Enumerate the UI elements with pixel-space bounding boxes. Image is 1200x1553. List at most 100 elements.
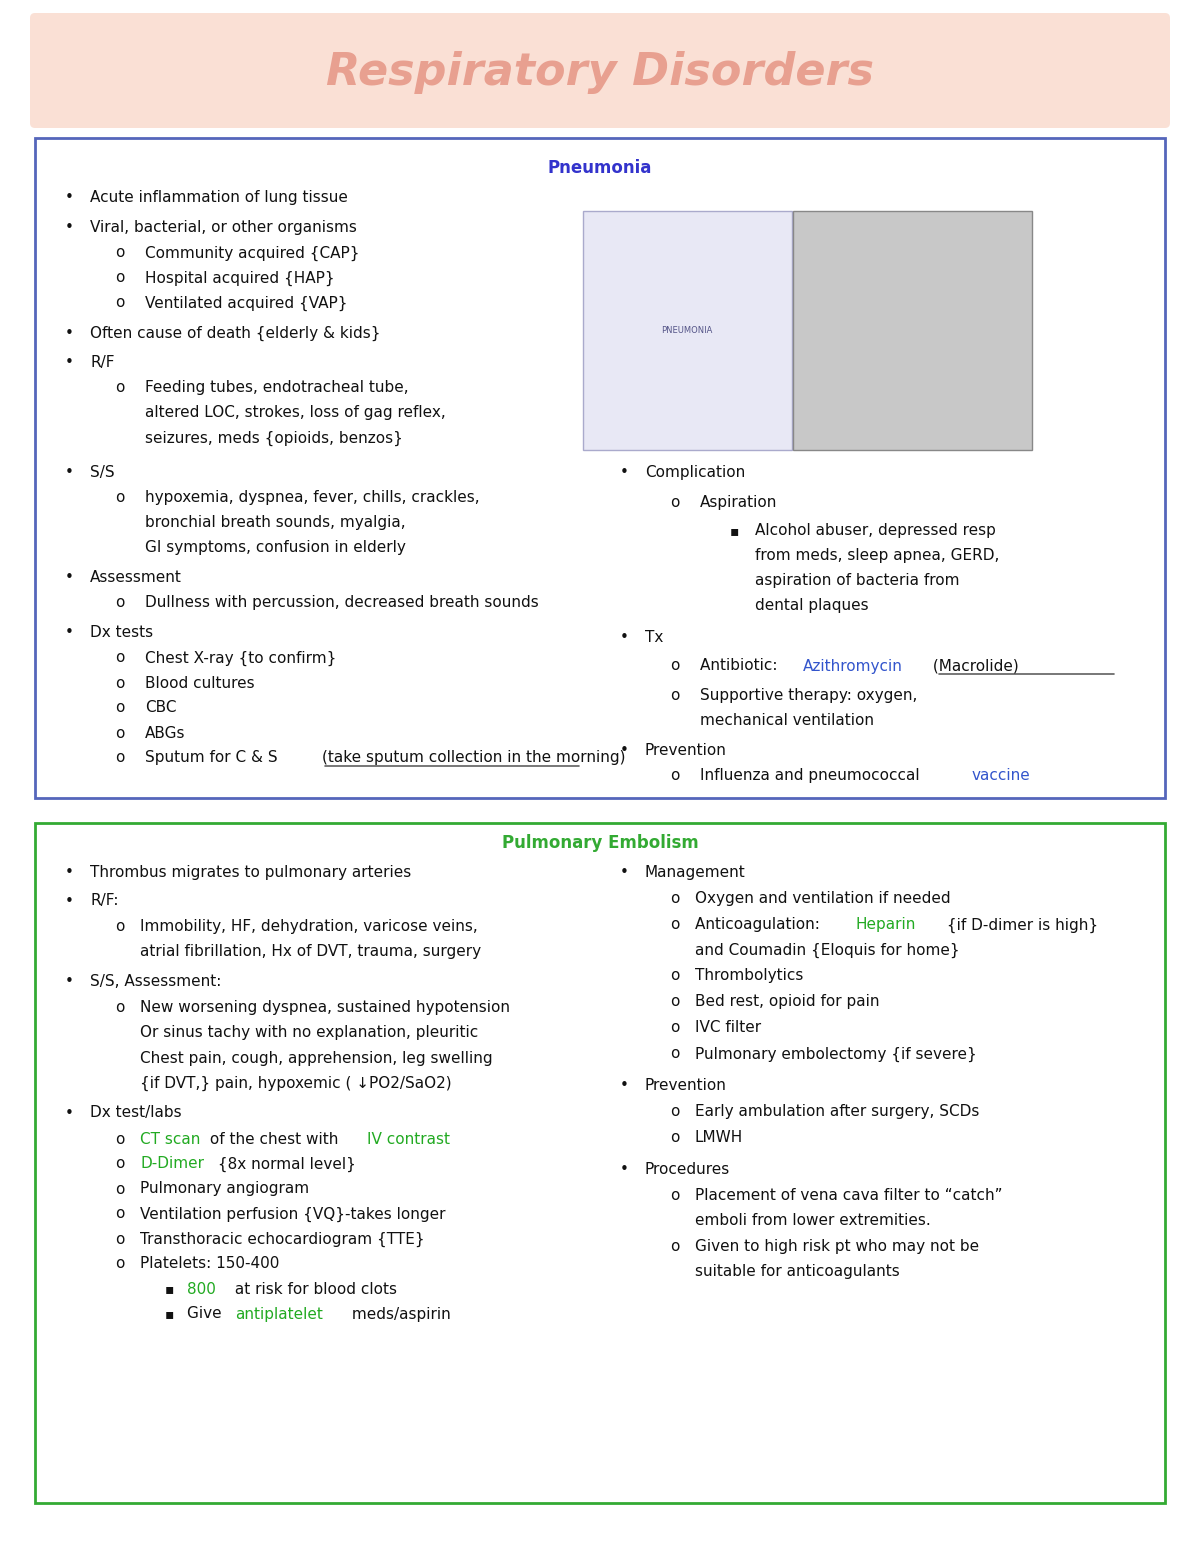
Text: •: •	[65, 466, 74, 480]
Text: Sputum for C & S: Sputum for C & S	[145, 750, 282, 766]
Text: ABGs: ABGs	[145, 725, 186, 741]
Text: Blood cultures: Blood cultures	[145, 676, 254, 691]
FancyBboxPatch shape	[30, 12, 1170, 127]
Text: ▪: ▪	[166, 1308, 174, 1322]
Text: o: o	[115, 1256, 125, 1272]
Text: o: o	[670, 918, 679, 932]
Text: {if DVT,} pain, hypoxemic ( ↓PO2/SaO2): {if DVT,} pain, hypoxemic ( ↓PO2/SaO2)	[140, 1075, 451, 1090]
Text: o: o	[670, 1188, 679, 1204]
Text: Respiratory Disorders: Respiratory Disorders	[326, 51, 874, 95]
Text: Ventilation perfusion {VQ}-takes longer: Ventilation perfusion {VQ}-takes longer	[140, 1207, 445, 1222]
Text: antiplatelet: antiplatelet	[235, 1306, 323, 1322]
Text: and Coumadin {Eloquis for home}: and Coumadin {Eloquis for home}	[695, 943, 960, 958]
Text: Bed rest, opioid for pain: Bed rest, opioid for pain	[695, 994, 880, 1009]
Text: ▪: ▪	[730, 523, 739, 537]
Text: Antibiotic:: Antibiotic:	[700, 658, 782, 674]
Text: •: •	[620, 466, 629, 480]
FancyBboxPatch shape	[793, 211, 1032, 450]
Text: S/S, Assessment:: S/S, Assessment:	[90, 974, 221, 989]
Text: atrial fibrillation, Hx of DVT, trauma, surgery: atrial fibrillation, Hx of DVT, trauma, …	[140, 944, 481, 960]
Text: o: o	[670, 495, 679, 511]
Text: Supportive therapy: oxygen,: Supportive therapy: oxygen,	[700, 688, 917, 704]
Text: Dx test/labs: Dx test/labs	[90, 1106, 181, 1121]
Text: Acute inflammation of lung tissue: Acute inflammation of lung tissue	[90, 191, 348, 205]
Text: emboli from lower extremities.: emboli from lower extremities.	[695, 1213, 931, 1228]
Text: CT scan: CT scan	[140, 1132, 200, 1146]
Text: •: •	[65, 974, 74, 989]
Text: o: o	[670, 1047, 679, 1062]
Text: •: •	[65, 221, 74, 236]
Text: •: •	[620, 865, 629, 881]
Text: mechanical ventilation: mechanical ventilation	[700, 713, 874, 728]
Text: (take sputum collection in the morning): (take sputum collection in the morning)	[322, 750, 625, 766]
FancyBboxPatch shape	[583, 211, 792, 450]
Text: Often cause of death {elderly & kids}: Often cause of death {elderly & kids}	[90, 326, 380, 340]
Text: o: o	[115, 1182, 125, 1196]
Text: R/F: R/F	[90, 356, 114, 371]
FancyBboxPatch shape	[35, 138, 1165, 798]
Text: aspiration of bacteria from: aspiration of bacteria from	[755, 573, 960, 589]
Text: o: o	[115, 919, 125, 935]
Text: o: o	[115, 1232, 125, 1247]
Text: vaccine: vaccine	[972, 769, 1031, 784]
Text: Chest X-ray {to confirm}: Chest X-ray {to confirm}	[145, 651, 336, 666]
Text: o: o	[115, 491, 125, 505]
Text: dental plaques: dental plaques	[755, 598, 869, 613]
Text: Early ambulation after surgery, SCDs: Early ambulation after surgery, SCDs	[695, 1104, 979, 1120]
Text: o: o	[115, 1157, 125, 1171]
Text: New worsening dyspnea, sustained hypotension: New worsening dyspnea, sustained hypoten…	[140, 1000, 510, 1016]
Text: Anticoagulation:: Anticoagulation:	[695, 918, 824, 932]
Text: R/F:: R/F:	[90, 893, 119, 909]
Text: bronchial breath sounds, myalgia,: bronchial breath sounds, myalgia,	[145, 516, 406, 531]
Text: Aspiration: Aspiration	[700, 495, 778, 511]
Text: •: •	[65, 626, 74, 640]
Text: o: o	[670, 994, 679, 1009]
Text: 800: 800	[187, 1281, 216, 1297]
FancyBboxPatch shape	[35, 823, 1165, 1503]
Text: Oxygen and ventilation if needed: Oxygen and ventilation if needed	[695, 891, 950, 907]
Text: S/S: S/S	[90, 466, 115, 480]
Text: •: •	[620, 1078, 629, 1093]
Text: Tx: Tx	[646, 631, 664, 646]
Text: at risk for blood clots: at risk for blood clots	[230, 1281, 397, 1297]
Text: suitable for anticoagulants: suitable for anticoagulants	[695, 1264, 900, 1280]
Text: Platelets: 150-400: Platelets: 150-400	[140, 1256, 280, 1272]
Text: GI symptoms, confusion in elderly: GI symptoms, confusion in elderly	[145, 540, 406, 556]
Text: {if D-dimer is high}: {if D-dimer is high}	[942, 918, 1098, 933]
Text: LMWH: LMWH	[695, 1131, 743, 1146]
Text: o: o	[115, 380, 125, 396]
Text: Given to high risk pt who may not be: Given to high risk pt who may not be	[695, 1239, 979, 1255]
Text: o: o	[670, 1104, 679, 1120]
Text: Community acquired {CAP}: Community acquired {CAP}	[145, 245, 360, 261]
Text: Placement of vena cava filter to “catch”: Placement of vena cava filter to “catch”	[695, 1188, 1002, 1204]
Text: PNEUMONIA: PNEUMONIA	[661, 326, 713, 335]
Text: seizures, meds {opioids, benzos}: seizures, meds {opioids, benzos}	[145, 430, 403, 446]
Text: o: o	[115, 725, 125, 741]
Text: Immobility, HF, dehydration, varicose veins,: Immobility, HF, dehydration, varicose ve…	[140, 919, 478, 935]
Text: o: o	[115, 750, 125, 766]
Text: Dx tests: Dx tests	[90, 626, 154, 640]
Text: Chest pain, cough, apprehension, leg swelling: Chest pain, cough, apprehension, leg swe…	[140, 1050, 493, 1065]
Text: o: o	[670, 1239, 679, 1255]
Text: Dullness with percussion, decreased breath sounds: Dullness with percussion, decreased brea…	[145, 595, 539, 610]
Text: Influenza and pneumococcal: Influenza and pneumococcal	[700, 769, 924, 784]
Text: Heparin: Heparin	[856, 918, 916, 932]
Text: Procedures: Procedures	[646, 1163, 731, 1177]
Text: o: o	[115, 676, 125, 691]
Text: Alcohol abuser, depressed resp: Alcohol abuser, depressed resp	[755, 523, 996, 539]
Text: o: o	[115, 700, 125, 716]
Text: D-Dimer: D-Dimer	[140, 1157, 204, 1171]
Text: o: o	[115, 1207, 125, 1222]
Text: Viral, bacterial, or other organisms: Viral, bacterial, or other organisms	[90, 221, 356, 236]
Text: •: •	[65, 356, 74, 371]
Text: o: o	[115, 1132, 125, 1146]
Text: •: •	[65, 1106, 74, 1121]
Text: Thrombus migrates to pulmonary arteries: Thrombus migrates to pulmonary arteries	[90, 865, 412, 881]
Text: Pneumonia: Pneumonia	[548, 158, 652, 177]
Text: o: o	[115, 295, 125, 311]
Text: Azithromycin: Azithromycin	[803, 658, 902, 674]
Text: altered LOC, strokes, loss of gag reflex,: altered LOC, strokes, loss of gag reflex…	[145, 405, 445, 421]
Text: o: o	[670, 969, 679, 983]
Text: o: o	[670, 688, 679, 704]
Text: Ventilated acquired {VAP}: Ventilated acquired {VAP}	[145, 295, 348, 311]
